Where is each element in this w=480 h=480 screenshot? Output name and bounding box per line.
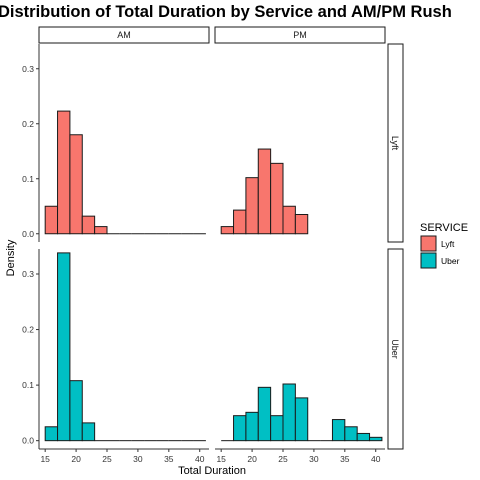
x-tick-label: 35 xyxy=(164,454,174,464)
histogram-bar-pm-uber xyxy=(245,411,259,442)
histogram-bar-pm-uber xyxy=(369,436,383,442)
facet-strip-pm-label: PM xyxy=(293,30,307,40)
histogram-bar-pm-lyft xyxy=(220,226,235,235)
y-tick-label: 0.0 xyxy=(22,436,34,446)
legend-swatch-lyft xyxy=(420,235,437,252)
histogram-bar-am-lyft xyxy=(81,215,96,235)
x-tick-label: 15 xyxy=(216,454,226,464)
x-tick-label: 30 xyxy=(309,454,319,464)
histogram-bar-am-lyft xyxy=(44,205,59,235)
histogram-bar-am-uber xyxy=(69,380,83,442)
histogram-bar-am-lyft xyxy=(69,134,83,235)
x-tick-label: 35 xyxy=(340,454,350,464)
y-tick-label: 0.2 xyxy=(22,325,34,335)
x-axis-title: Total Duration xyxy=(178,465,246,477)
facet-strip-uber-label: Uber xyxy=(390,339,400,359)
histogram-bar-pm-uber xyxy=(257,386,272,442)
facet-strip-am xyxy=(38,26,210,44)
histogram-bar-pm-lyft xyxy=(282,205,296,235)
histogram-bar-am-uber xyxy=(57,252,71,442)
y-tick-label: 0.3 xyxy=(22,269,34,279)
histogram-bar-pm-uber xyxy=(331,419,346,442)
x-tick-label: 30 xyxy=(133,454,143,464)
histogram-bar-pm-lyft xyxy=(233,209,247,235)
x-tick-label: 40 xyxy=(195,454,205,464)
facet-panels: 0.0 0.1 0.2 0.3 0.0 0.1 0.2 0.3 15 20 25 30 35 40 15 20… xyxy=(22,44,385,464)
histogram-bar-am-uber xyxy=(81,422,96,442)
x-tick-label: 20 xyxy=(71,454,81,464)
histogram-bar-pm-uber xyxy=(233,415,247,442)
facet-strip-am-label: AM xyxy=(117,30,131,40)
x-tick-label: 40 xyxy=(371,454,381,464)
histogram-bar-pm-uber xyxy=(270,415,284,442)
histogram-bar-am-lyft xyxy=(57,110,71,235)
facet-strip-pm xyxy=(214,26,386,44)
legend-label-lyft: Lyft xyxy=(441,239,455,249)
histogram-bar-pm-lyft xyxy=(257,148,272,235)
histogram-bar-am-uber xyxy=(44,426,59,442)
histogram-bar-pm-lyft xyxy=(294,214,309,235)
chart-title: Distribution of Total Duration by Servic… xyxy=(0,3,452,21)
y-tick-label: 0.2 xyxy=(22,119,34,129)
histogram-bar-pm-lyft xyxy=(245,177,259,235)
legend-swatch-uber xyxy=(420,252,437,269)
y-tick-label: 0.3 xyxy=(22,64,34,74)
y-axis-title: Density xyxy=(5,239,17,276)
x-tick-label: 20 xyxy=(247,454,257,464)
y-tick-label: 0.0 xyxy=(22,229,34,239)
y-tick-label: 0.1 xyxy=(22,174,34,184)
facet-strip-uber xyxy=(387,248,404,450)
x-tick-label: 15 xyxy=(40,454,50,464)
histogram-bar-pm-uber xyxy=(294,397,309,442)
x-tick-label: 25 xyxy=(278,454,288,464)
histogram-bar-pm-uber xyxy=(282,383,296,442)
histogram-bar-pm-lyft xyxy=(270,162,284,235)
facet-strip-lyft xyxy=(387,43,404,243)
y-tick-label: 0.1 xyxy=(22,380,34,390)
legend-title: SERVICE xyxy=(420,222,468,234)
histogram-bar-pm-uber xyxy=(344,426,358,442)
histogram-bar-pm-uber xyxy=(356,432,371,442)
facet-strip-lyft-label: Lyft xyxy=(390,136,400,151)
histogram-bar-am-lyft xyxy=(94,226,108,235)
x-tick-label: 25 xyxy=(102,454,112,464)
legend-label-uber: Uber xyxy=(441,256,460,266)
